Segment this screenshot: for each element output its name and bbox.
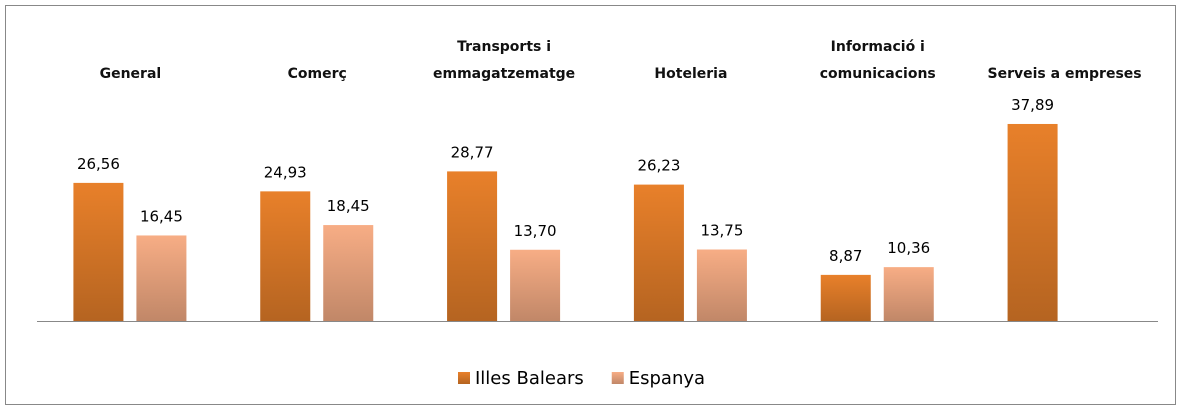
value-label: 28,77 — [451, 143, 494, 161]
category-label: Comerç — [287, 66, 347, 82]
bar — [260, 191, 311, 321]
legend-label: Espanya — [629, 368, 705, 389]
bar — [1007, 123, 1058, 321]
value-label: 13,75 — [700, 222, 743, 240]
value-label: 26,23 — [637, 157, 680, 175]
bar — [820, 274, 871, 321]
bar — [510, 249, 561, 321]
bar — [323, 225, 374, 321]
legend-swatch-shade — [458, 372, 470, 384]
value-label: 26,56 — [77, 155, 120, 173]
category-label: Transports i emmagatzematge — [432, 39, 576, 82]
category-label: Serveis a empreses — [987, 66, 1142, 82]
chart-border — [5, 5, 1176, 405]
legend-swatch-shade — [611, 372, 624, 384]
bar — [136, 235, 187, 321]
bar — [73, 182, 124, 321]
value-label: 18,45 — [327, 197, 370, 215]
value-label: 8,87 — [829, 247, 862, 265]
category-label: Informació i comunicacions — [819, 39, 936, 82]
value-label: 10,36 — [887, 239, 930, 257]
value-label: 37,89 — [1011, 96, 1054, 114]
category-label: Hoteleria — [654, 66, 728, 82]
category-label: General — [99, 66, 162, 82]
bar — [447, 171, 498, 321]
bar — [633, 184, 684, 321]
value-label: 16,45 — [140, 207, 183, 225]
value-label: 13,70 — [514, 222, 557, 240]
value-label: 24,93 — [264, 163, 307, 181]
bar — [696, 249, 747, 321]
legend-label: Illes Balears — [475, 368, 584, 389]
bar — [883, 267, 934, 321]
